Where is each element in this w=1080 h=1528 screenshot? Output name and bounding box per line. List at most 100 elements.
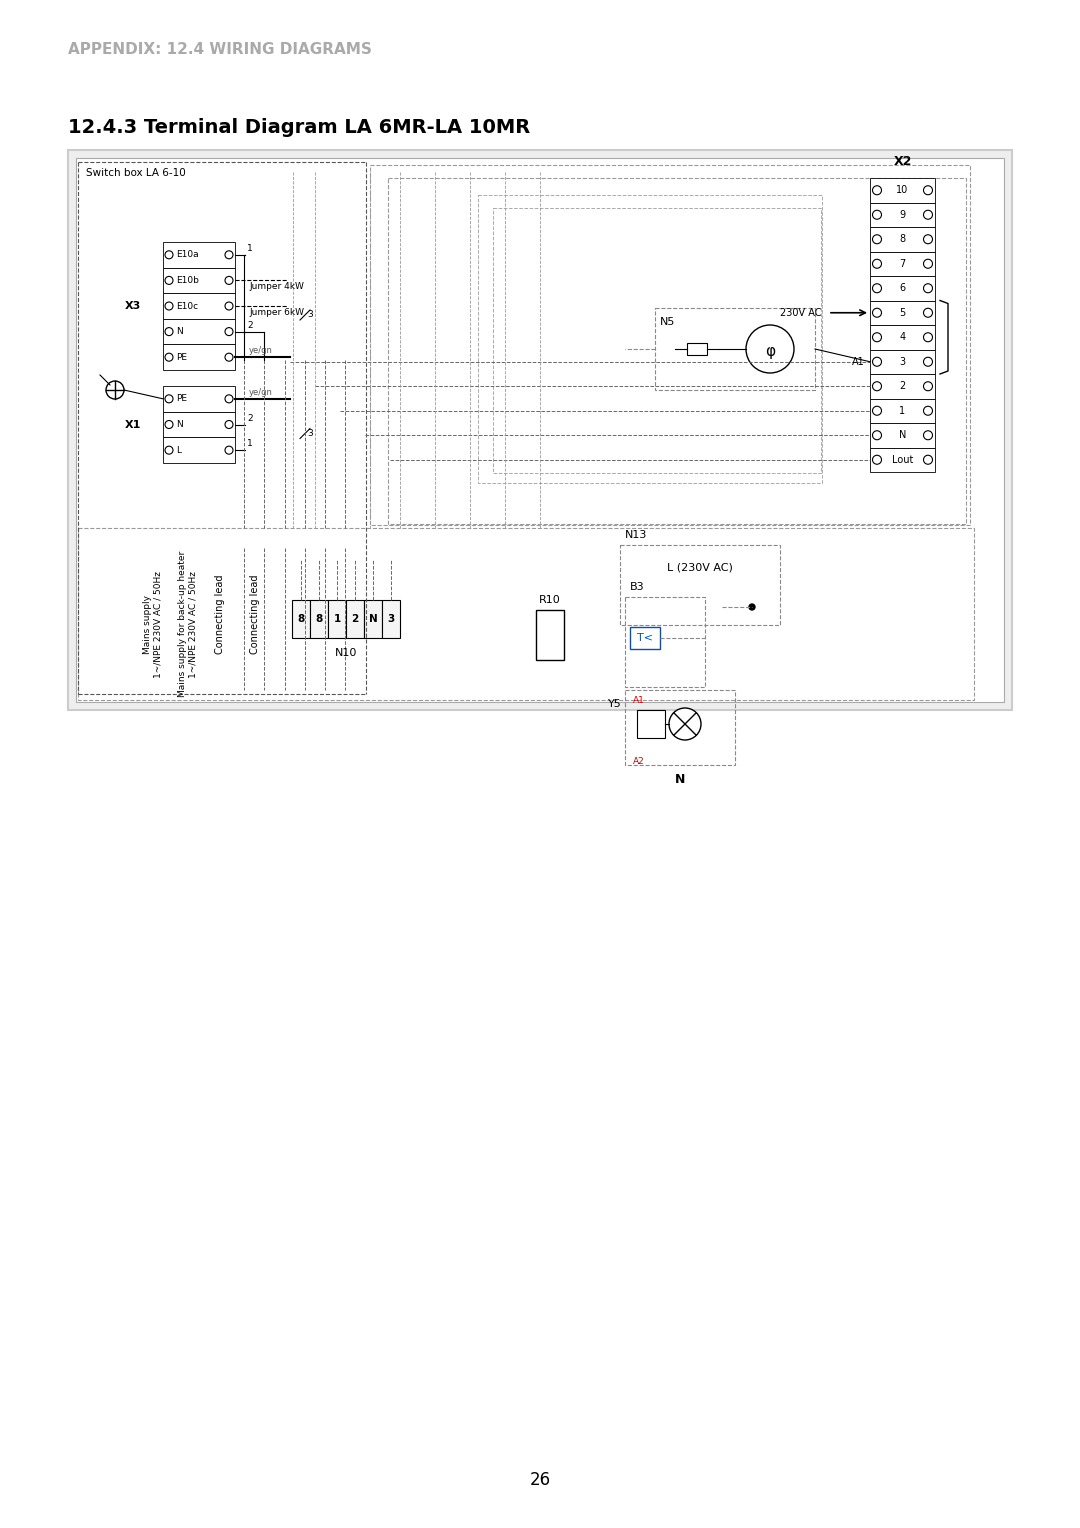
Text: 5: 5 — [900, 307, 906, 318]
Text: A1: A1 — [852, 356, 865, 367]
Circle shape — [923, 406, 932, 416]
Bar — [328, 601, 346, 639]
Bar — [163, 293, 235, 319]
Bar — [310, 601, 328, 639]
Text: PE: PE — [176, 353, 187, 362]
Bar — [478, 196, 822, 483]
Circle shape — [923, 309, 932, 318]
Text: 1: 1 — [334, 614, 340, 623]
Bar — [687, 342, 707, 354]
Text: E10c: E10c — [176, 301, 198, 310]
Text: 26: 26 — [529, 1471, 551, 1488]
Circle shape — [165, 420, 173, 428]
Text: 1: 1 — [900, 406, 905, 416]
Text: 3: 3 — [900, 356, 905, 367]
Bar — [870, 374, 935, 399]
Bar — [870, 399, 935, 423]
Bar — [364, 601, 382, 639]
Circle shape — [165, 251, 173, 258]
Bar — [870, 423, 935, 448]
Text: 8: 8 — [315, 614, 323, 623]
Circle shape — [873, 211, 881, 219]
Bar — [163, 267, 235, 293]
Text: L (230V AC): L (230V AC) — [667, 562, 733, 571]
Bar — [654, 309, 815, 390]
Circle shape — [225, 327, 233, 336]
Text: Lout: Lout — [892, 455, 914, 465]
Bar — [382, 601, 400, 639]
Circle shape — [923, 333, 932, 342]
Circle shape — [165, 303, 173, 310]
Text: 2: 2 — [900, 382, 906, 391]
Circle shape — [165, 353, 173, 361]
Circle shape — [923, 211, 932, 219]
Circle shape — [106, 380, 124, 399]
Text: X1: X1 — [125, 420, 141, 429]
Text: 2: 2 — [351, 614, 359, 623]
Bar — [163, 387, 235, 411]
Circle shape — [225, 394, 233, 403]
Text: N10: N10 — [335, 648, 357, 659]
Circle shape — [923, 382, 932, 391]
Text: 2: 2 — [247, 321, 253, 330]
Circle shape — [225, 251, 233, 258]
Bar — [68, 150, 1012, 711]
Text: Mains supply
1~/NPE 230V AC / 50Hz: Mains supply 1~/NPE 230V AC / 50Hz — [144, 570, 163, 677]
Bar — [625, 597, 705, 688]
Bar — [292, 601, 310, 639]
Text: Switch box LA 6-10: Switch box LA 6-10 — [86, 168, 186, 177]
Circle shape — [165, 446, 173, 454]
Bar — [870, 301, 935, 325]
Text: N: N — [368, 614, 377, 623]
Text: ye/gn: ye/gn — [249, 388, 273, 397]
Circle shape — [873, 186, 881, 194]
Circle shape — [225, 277, 233, 284]
Text: N: N — [176, 327, 183, 336]
Bar — [870, 252, 935, 277]
Circle shape — [923, 284, 932, 293]
Circle shape — [746, 325, 794, 373]
Text: Connecting lead: Connecting lead — [249, 575, 260, 654]
Text: Mains supply for back-up heater
1~/NPE 230V AC / 50Hz: Mains supply for back-up heater 1~/NPE 2… — [178, 552, 198, 697]
Text: L: L — [176, 446, 181, 455]
Text: N: N — [675, 773, 685, 785]
Bar — [163, 241, 235, 267]
Text: Y5: Y5 — [608, 698, 622, 709]
Text: 1: 1 — [247, 244, 253, 252]
Circle shape — [165, 394, 173, 403]
Text: R10: R10 — [539, 594, 561, 605]
Bar — [163, 319, 235, 344]
Text: 3: 3 — [307, 310, 313, 319]
Circle shape — [165, 277, 173, 284]
Circle shape — [923, 235, 932, 244]
Text: E10a: E10a — [176, 251, 199, 260]
Bar — [870, 325, 935, 350]
Text: ye/gn: ye/gn — [249, 347, 273, 354]
Text: T<: T< — [637, 633, 653, 643]
Circle shape — [923, 186, 932, 194]
Bar — [620, 545, 780, 625]
Text: N: N — [176, 420, 183, 429]
Circle shape — [669, 707, 701, 740]
Bar — [492, 208, 821, 474]
Bar — [637, 711, 665, 738]
Bar — [370, 165, 970, 526]
Text: 12.4.3 Terminal Diagram LA 6MR-LA 10MR: 12.4.3 Terminal Diagram LA 6MR-LA 10MR — [68, 118, 530, 138]
Bar — [76, 157, 1004, 701]
Circle shape — [225, 446, 233, 454]
Text: N5: N5 — [660, 316, 675, 327]
Circle shape — [873, 309, 881, 318]
Circle shape — [923, 455, 932, 465]
Text: APPENDIX: 12.4 WIRING DIAGRAMS: APPENDIX: 12.4 WIRING DIAGRAMS — [68, 41, 372, 57]
Bar — [625, 691, 735, 766]
Text: Connecting lead: Connecting lead — [215, 575, 225, 654]
Bar — [163, 411, 235, 437]
Circle shape — [873, 382, 881, 391]
Bar — [78, 529, 974, 700]
Bar — [870, 203, 935, 228]
Bar — [388, 177, 966, 524]
Text: PE: PE — [176, 394, 187, 403]
Circle shape — [750, 604, 755, 610]
Text: Jumper 6kW: Jumper 6kW — [249, 309, 303, 316]
Circle shape — [923, 260, 932, 269]
